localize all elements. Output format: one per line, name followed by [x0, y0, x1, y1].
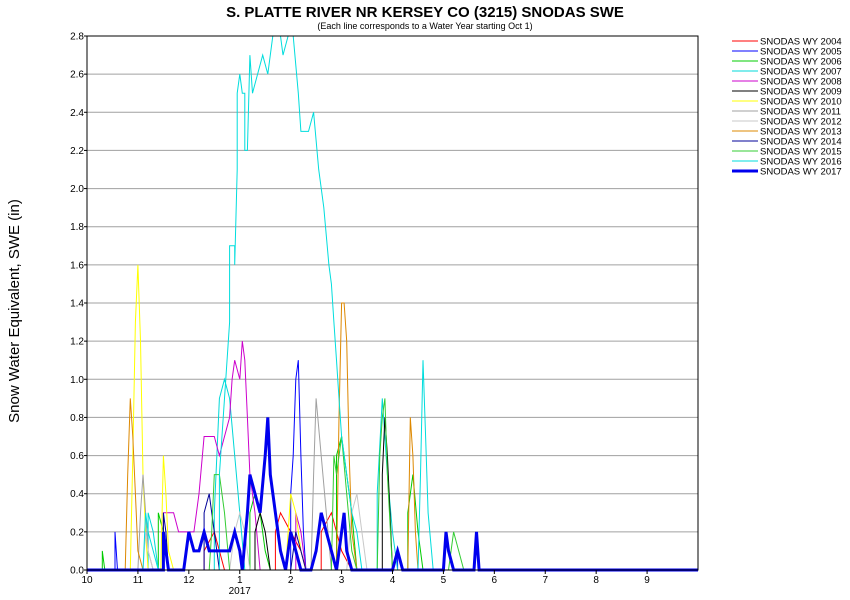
y-tick-label-12: 2.4	[70, 108, 84, 119]
legend-label-1: SNODAS WY 2005	[760, 47, 842, 58]
x-tick-label-6: 4	[390, 575, 396, 586]
y-tick-label-13: 2.6	[70, 70, 84, 81]
x-year-label: 2017	[229, 586, 252, 597]
x-tick-label-10: 8	[593, 575, 599, 586]
x-tick-label-11: 9	[644, 575, 650, 586]
legend-label-7: SNODAS WY 2011	[760, 107, 841, 118]
series-line-6	[87, 264, 698, 571]
plot-frame	[86, 35, 699, 571]
y-tick-label-7: 1.4	[70, 299, 84, 310]
axes: 0.0 0.2 0.4 0.6 0.8 1.0 1.2 1.4 1.6 1.8 2.0 2.2 2.4 2…	[70, 32, 699, 597]
legend-label-10: SNODAS WY 2014	[760, 137, 842, 148]
y-tick-label-8: 1.6	[70, 260, 84, 271]
y-tick-label-2: 0.4	[70, 489, 84, 500]
legend-label-8: SNODAS WY 2012	[760, 117, 842, 128]
y-tick-label-14: 2.8	[70, 32, 84, 43]
series-line-0	[87, 511, 698, 571]
legend-label-5: SNODAS WY 2009	[760, 87, 842, 98]
legend-label-13: SNODAS WY 2017	[760, 167, 842, 178]
y-tick-label-9: 1.8	[70, 222, 84, 233]
y-tick-label-10: 2.0	[70, 184, 84, 195]
x-tick-label-9: 7	[542, 575, 548, 586]
y-tick-label-6: 1.2	[70, 337, 84, 348]
x-tick-label-0: 10	[81, 575, 93, 586]
y-tick-label-4: 0.8	[70, 413, 84, 424]
y-tick-label-1: 0.2	[70, 527, 84, 538]
chart-title: S. PLATTE RIVER NR KERSEY CO (3215) SNOD…	[226, 4, 624, 21]
x-tick-label-2: 12	[183, 575, 195, 586]
x-tick-label-7: 5	[441, 575, 447, 586]
legend-label-6: SNODAS WY 2010	[760, 97, 842, 108]
y-tick-label-3: 0.6	[70, 451, 84, 462]
legend-label-2: SNODAS WY 2006	[760, 57, 842, 68]
x-tick-label-3: 1	[237, 575, 243, 586]
series-line-8	[87, 493, 698, 571]
x-tick-label-5: 3	[339, 575, 345, 586]
series-line-2	[87, 436, 698, 571]
x-tick-label-1: 11	[133, 575, 144, 586]
series-line-10	[87, 493, 698, 571]
legend-label-9: SNODAS WY 2013	[760, 127, 842, 138]
legend-label-3: SNODAS WY 2007	[760, 67, 842, 78]
legend-label-11: SNODAS WY 2015	[760, 147, 842, 158]
y-tick-label-11: 2.2	[70, 146, 84, 157]
series-line-1	[87, 360, 698, 571]
y-axis-label: Snow Water Equivalent, SWE (in)	[6, 199, 23, 423]
legend-label-0: SNODAS WY 2004	[760, 37, 842, 48]
legend-label-12: SNODAS WY 2016	[760, 157, 842, 168]
y-tick-label-0: 0.0	[70, 566, 84, 577]
y-tick-label-5: 1.0	[70, 375, 84, 386]
legend-label-4: SNODAS WY 2008	[760, 77, 842, 88]
series-line-13	[87, 417, 698, 572]
x-tick-label-4: 2	[288, 575, 294, 586]
series-line-9	[87, 302, 698, 571]
x-tick-label-8: 6	[492, 575, 498, 586]
chart-subtitle: (Each line corresponds to a Water Year s…	[317, 21, 532, 31]
